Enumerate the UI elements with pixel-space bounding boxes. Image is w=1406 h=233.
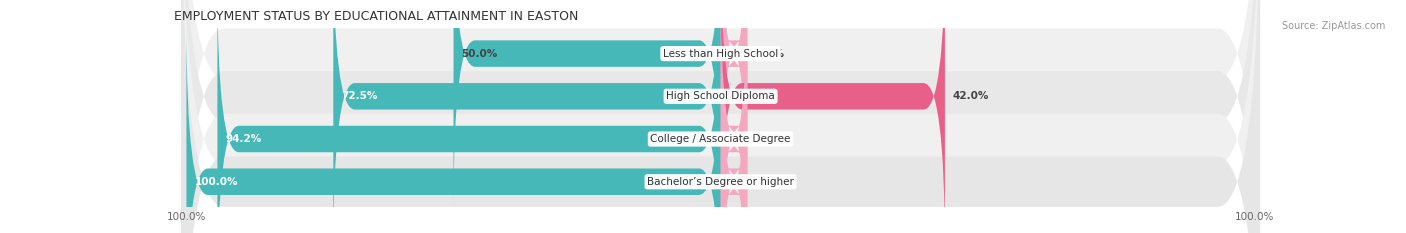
FancyBboxPatch shape xyxy=(181,0,1260,233)
Text: College / Associate Degree: College / Associate Degree xyxy=(651,134,790,144)
Text: 0.0%: 0.0% xyxy=(755,177,785,187)
Text: 72.5%: 72.5% xyxy=(342,91,378,101)
FancyBboxPatch shape xyxy=(721,0,747,233)
Text: Bachelor’s Degree or higher: Bachelor’s Degree or higher xyxy=(647,177,794,187)
FancyBboxPatch shape xyxy=(181,0,1260,233)
Text: 0.0%: 0.0% xyxy=(755,134,785,144)
Text: 42.0%: 42.0% xyxy=(953,91,990,101)
Text: 94.2%: 94.2% xyxy=(225,134,262,144)
Text: 100.0%: 100.0% xyxy=(194,177,238,187)
FancyBboxPatch shape xyxy=(721,0,747,211)
FancyBboxPatch shape xyxy=(333,0,721,233)
FancyBboxPatch shape xyxy=(181,0,1260,233)
FancyBboxPatch shape xyxy=(721,0,945,233)
Text: High School Diploma: High School Diploma xyxy=(666,91,775,101)
FancyBboxPatch shape xyxy=(187,24,721,233)
Text: Source: ZipAtlas.com: Source: ZipAtlas.com xyxy=(1281,21,1385,31)
FancyBboxPatch shape xyxy=(181,0,1260,233)
FancyBboxPatch shape xyxy=(454,0,721,211)
Text: 0.0%: 0.0% xyxy=(755,49,785,58)
Text: Less than High School: Less than High School xyxy=(664,49,778,58)
Text: 50.0%: 50.0% xyxy=(461,49,498,58)
FancyBboxPatch shape xyxy=(218,0,721,233)
Text: EMPLOYMENT STATUS BY EDUCATIONAL ATTAINMENT IN EASTON: EMPLOYMENT STATUS BY EDUCATIONAL ATTAINM… xyxy=(173,10,578,23)
FancyBboxPatch shape xyxy=(721,24,747,233)
